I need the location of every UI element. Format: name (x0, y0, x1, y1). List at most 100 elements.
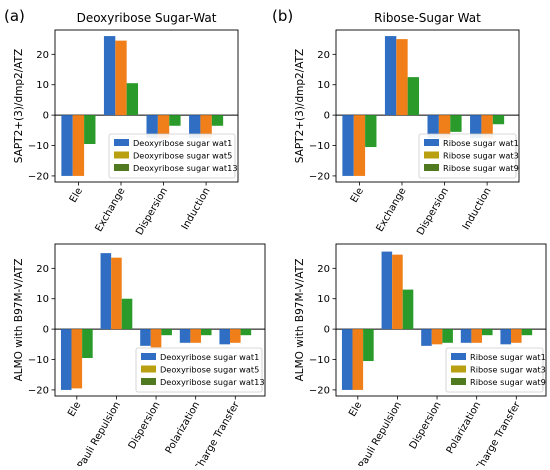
legend-swatch (451, 378, 466, 385)
y-tick-label: 0 (43, 325, 49, 336)
bar (103, 36, 116, 116)
legend-entry: Ribose sugar wat3 (443, 151, 519, 161)
bar (481, 115, 493, 138)
legend-swatch (114, 164, 129, 171)
chart-title: Ribose-Sugar Wat (374, 11, 481, 25)
x-tick-label: Dispersion (134, 186, 170, 237)
bar (471, 329, 482, 343)
axes-frame (54, 243, 266, 397)
x-tick-label: Pauli Repulsion (76, 400, 123, 466)
x-tick-label: Dispersion (127, 400, 163, 451)
bar (230, 329, 241, 343)
bar (84, 115, 96, 144)
legend-swatch (451, 365, 466, 373)
y-tick-label: 0 (43, 111, 49, 122)
x-tick-label: Ele (66, 400, 83, 419)
bar (442, 329, 453, 343)
legend-swatch (141, 353, 156, 360)
bar (381, 251, 393, 330)
bar (140, 329, 151, 346)
legend-swatch (141, 378, 156, 385)
y-tick-label: 0 (324, 325, 330, 336)
chart-panel-1: −20 −10 0 10 20 Ele Exchange Dispersion Inductio… (13, 11, 239, 237)
x-tick-label: Polarization (164, 400, 203, 456)
x-tick-label: Charge Transfer (474, 399, 524, 466)
bar (460, 329, 472, 343)
y-tick-label: −10 (28, 141, 49, 152)
legend-box (108, 133, 236, 179)
bar (60, 329, 72, 390)
y-tick-label: −10 (28, 355, 49, 366)
y-axis-label: ALMO with B97M-V/ATZ (13, 259, 25, 382)
y-axis-label: SAPT2+(3)/dmp2/ATZ (13, 49, 25, 163)
axes-frame (335, 29, 520, 183)
bar (157, 115, 170, 138)
y-tick-label: −10 (309, 141, 330, 152)
bar (363, 329, 374, 362)
bar (121, 298, 133, 330)
bar (500, 329, 512, 345)
legend-entry: Ribose sugar wat1 (470, 352, 546, 362)
legend-entry: Deoxyribose sugar wat5 (133, 151, 232, 161)
chart-panel-2: −20 −10 0 10 20 Ele Exchange Dispersion Inductio… (294, 11, 520, 237)
bar (179, 329, 191, 343)
bar (219, 329, 231, 345)
axes-frame (335, 243, 547, 397)
y-tick-label: −20 (309, 171, 330, 182)
bar (392, 254, 403, 330)
bar (341, 329, 353, 390)
legend: Deoxyribose sugar wat1 Deoxyribose sugar … (135, 347, 265, 393)
y-tick-label: 10 (317, 294, 330, 305)
legend-box (445, 347, 544, 393)
bar (365, 115, 377, 148)
bar (521, 329, 533, 336)
bar (511, 329, 522, 343)
y-tick-label: −20 (309, 385, 330, 396)
bar (470, 115, 482, 138)
legend-box (135, 347, 263, 393)
y-tick-label: 20 (317, 50, 330, 61)
bar (402, 289, 414, 330)
bar (240, 329, 252, 336)
bar (353, 115, 366, 176)
bar (481, 329, 493, 336)
axes-frame (54, 29, 239, 183)
bar (427, 115, 439, 138)
y-tick-label: 20 (36, 50, 49, 61)
bar (61, 115, 73, 176)
bar (438, 115, 451, 138)
bar (161, 329, 172, 336)
bar (146, 115, 158, 138)
x-tick-label: Induction (180, 186, 213, 232)
chart-title: Deoxyribose Sugar-Wat (77, 11, 217, 25)
bar (450, 115, 462, 132)
bar (431, 329, 443, 345)
legend-entry: Ribose sugar wat1 (443, 138, 519, 148)
bar (126, 83, 139, 116)
bar (71, 329, 83, 389)
x-tick-label: Pauli Repulsion (357, 400, 404, 466)
y-tick-label: −20 (28, 171, 49, 182)
legend: Ribose sugar wat1 Ribose sugar wat3 Ribose… (418, 133, 519, 179)
y-tick-label: −10 (309, 355, 330, 366)
x-tick-label: Exchange (94, 186, 128, 234)
legend-entry: Ribose sugar wat9 (443, 163, 519, 173)
y-axis-label: ALMO with B97M-V/ATZ (294, 259, 306, 382)
bar (492, 115, 505, 125)
bar (352, 329, 364, 390)
y-axis-label: SAPT2+(3)/dmp2/ATZ (294, 49, 306, 163)
legend-entry: Deoxyribose sugar wat5 (160, 365, 259, 375)
legend: Ribose sugar wat1 Ribose sugar wat3 Ribose… (445, 347, 546, 393)
legend-swatch (424, 151, 439, 159)
legend-entry: Ribose sugar wat9 (470, 377, 546, 387)
y-tick-label: 10 (36, 80, 49, 91)
bar (190, 329, 201, 343)
x-tick-label: Ele (349, 186, 366, 205)
y-tick-label: 20 (36, 264, 49, 275)
legend-swatch (424, 164, 439, 171)
bar (200, 115, 212, 138)
x-tick-label: Ele (68, 186, 85, 205)
x-tick-label: Ele (347, 400, 364, 419)
